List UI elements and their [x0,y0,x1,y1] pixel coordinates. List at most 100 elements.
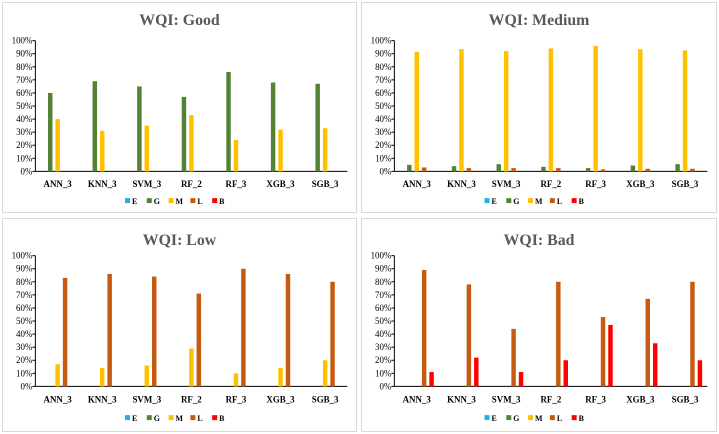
x-tick-label: XGB_3 [626,394,655,404]
bar-knn-3-l [107,273,112,387]
x-tick-label: ANN_3 [403,394,432,404]
x-tick-label: ANN_3 [44,394,73,404]
y-tick-label: 30% [375,127,392,137]
legend-label-b: B [219,414,225,423]
x-tick-label: SGB_3 [672,179,699,189]
bar-ann-3-l [62,277,68,387]
chart-panel-bad: WQI: Bad 0% 10% 20% 30% 40% 50% 60% 70% 80% 90% 100… [361,218,717,432]
legend-label-b: B [219,197,225,206]
bar-xgb-3-l [285,273,291,387]
bar-knn-3-b [474,357,479,387]
y-tick-label: 30% [16,342,33,352]
x-tick-label: SGB_3 [672,394,699,404]
y-tick-label: 70% [16,75,33,85]
y-tick-label: 50% [375,101,392,111]
y-tick-label: 60% [375,88,392,98]
legend-label-m: M [176,414,184,423]
x-tick-label: RF_3 [226,179,247,189]
bar-sgb-3-g [315,83,320,172]
y-tick-label: 60% [375,303,392,313]
y-tick-label: 0% [21,381,33,391]
bar-sgb-3-l [690,281,695,387]
bar-rf-2-l [556,281,561,387]
y-tick-label: 30% [375,342,392,352]
legend-label-m: M [535,414,543,423]
chart-svg: WQI: Medium 0% 10% 20% 30% 40% 50% 60% 70% 80% 90%… [371,12,708,206]
bar-rf-2-g [181,96,187,172]
bar-rf-2-m [189,115,194,172]
bar-ann-3-m [55,364,60,387]
y-tick-label: 40% [16,329,33,339]
bar-rf-3-m [233,373,239,387]
bar-rf-3-m [593,45,598,172]
x-tick-label: SGB_3 [312,179,339,189]
bar-svm-3-m [144,125,150,172]
legend-swatch-m [168,198,174,204]
chart-panel-good: WQI: Good 0% 10% 20% 30% 40% 50% 60% 70% 80% 90% 10… [2,2,357,213]
legend-label-m: M [176,197,184,206]
y-tick-label: 40% [375,114,392,124]
bar-rf-2-m [548,48,554,172]
legend-swatch-b [571,198,577,204]
bar-rf-3-l [600,317,606,387]
legend-label-m: M [535,197,543,206]
bar-rf-3-g [585,168,591,172]
legend-swatch-g [506,198,512,204]
y-tick-label: 10% [375,153,392,163]
legend-swatch-g [146,415,152,421]
y-tick-label: 80% [16,277,33,287]
chart-title: WQI: Bad [504,232,575,249]
bar-knn-3-l [466,284,472,387]
legend-swatch-m [168,415,174,421]
bar-xgb-3-m [638,49,643,172]
y-tick-label: 60% [16,303,33,313]
x-tick-label: SVM_3 [132,179,161,189]
y-tick-label: 90% [16,264,33,274]
bar-rf-2-m [189,348,194,387]
bar-xgb-3-b [652,343,658,387]
legend-label-l: L [197,197,202,206]
legend-label-e: E [132,197,137,206]
bar-ann-3-l [421,270,427,387]
y-tick-label: 70% [375,290,392,300]
y-tick-label: 100% [12,36,33,46]
bar-sgb-3-l [690,168,695,172]
bar-sgb-3-m [322,360,328,387]
legend-swatch-m [528,198,534,204]
legend-swatch-b [212,198,218,204]
legend-label-g: G [513,197,519,206]
x-tick-label: ANN_3 [403,179,432,189]
bar-rf-2-l [196,293,202,387]
bar-xgb-3-m [278,129,283,172]
y-tick-label: 0% [380,381,392,391]
y-tick-label: 10% [16,153,33,163]
legend-swatch-b [571,415,577,421]
legend-swatch-l [549,415,555,421]
y-tick-label: 0% [21,166,33,176]
bar-ann-3-b [429,372,434,387]
bar-svm-3-g [137,86,142,172]
bar-svm-3-l [511,328,516,387]
bar-knn-3-g [451,166,457,172]
legend-swatch-l [549,198,555,204]
y-tick-label: 100% [371,251,392,261]
x-tick-label: RF_3 [585,394,606,404]
chart-svg: WQI: Good 0% 10% 20% 30% 40% 50% 60% 70% 80% 90% 10… [12,12,348,206]
chart-panel-medium: WQI: Medium 0% 10% 20% 30% 40% 50% 60% 70% 80% 90%… [361,2,717,213]
legend-label-l: L [557,197,562,206]
bar-sgb-3-g [675,164,680,172]
legend-swatch-g [146,198,152,204]
bar-sgb-3-m [682,50,688,172]
x-tick-label: KNN_3 [88,179,117,189]
legend-label-g: G [154,414,160,423]
legend-label-l: L [557,414,562,423]
chart-panel-low: WQI: Low 0% 10% 20% 30% 40% 50% 60% 70% 80% 90% 100… [2,218,357,432]
y-tick-label: 50% [16,101,33,111]
chart-svg: WQI: Bad 0% 10% 20% 30% 40% 50% 60% 70% 80% 90% 100… [371,232,708,423]
legend-swatch-e [125,415,130,421]
y-tick-label: 100% [12,251,33,261]
y-tick-label: 20% [375,140,392,150]
bar-xgb-3-l [645,298,650,387]
bar-ann-3-m [414,51,419,172]
bar-rf-3-g [226,72,231,172]
